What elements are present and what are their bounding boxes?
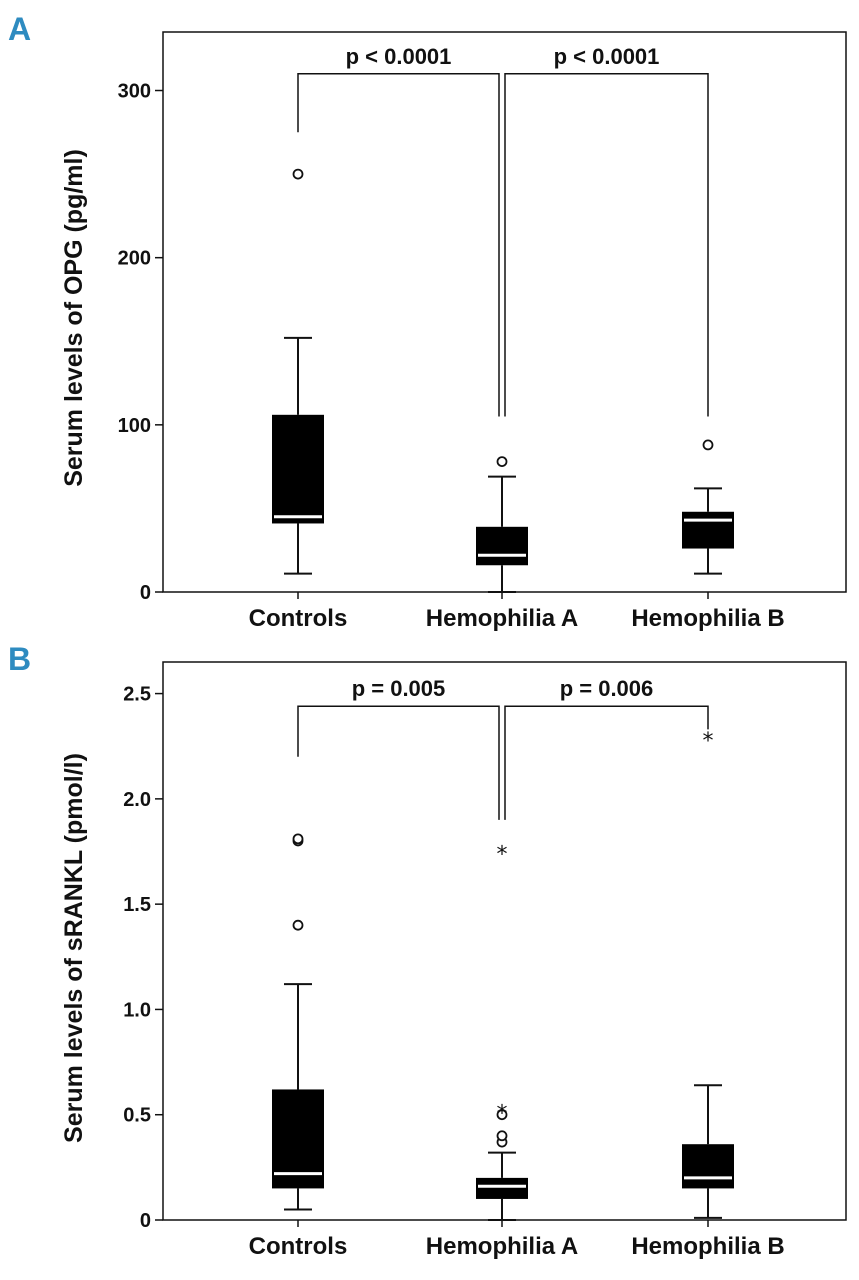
significance-bracket xyxy=(504,705,709,820)
box-hemophilia-b xyxy=(682,511,734,549)
box-controls xyxy=(272,1089,324,1189)
box-controls xyxy=(272,414,324,524)
marks-b: 0 0.5 1.0 1.5 2.0 2.5 Controls Hemophilia A Hemo… xyxy=(123,676,784,1260)
outlier-hemophilia-a xyxy=(496,456,508,468)
x-tick-label: Hemophilia A xyxy=(426,1233,578,1260)
y-tick-label: 0 xyxy=(140,582,151,604)
outlier-controls xyxy=(292,168,304,180)
y-axis-label-b: Serum levels of sRANKL (pmol/l) xyxy=(60,753,88,1143)
y-tick-label: 0 xyxy=(140,1210,151,1232)
y-tick-label: 1.0 xyxy=(123,999,151,1021)
panel-a: A Serum levels of OPG (pg/ml) 0 100 200 300… xyxy=(8,11,847,632)
y-tick-label: 100 xyxy=(118,415,151,437)
x-tick-label: Controls xyxy=(249,605,348,632)
panel-letter-a: A xyxy=(8,11,31,47)
box-hemophilia-b xyxy=(682,1144,734,1189)
p-value-label: p < 0.0001 xyxy=(554,44,660,69)
extreme-hemophilia-a: * xyxy=(497,1102,508,1127)
y-tick-label: 300 xyxy=(118,81,151,103)
y-tick-label: 0.5 xyxy=(123,1105,151,1127)
y-axis-label-a: Serum levels of OPG (pg/ml) xyxy=(60,149,88,487)
outlier-hemophilia-a xyxy=(496,1130,508,1142)
marks-a: 0 100 200 300 Controls Hemophilia A Hemophilia… xyxy=(118,44,785,632)
significance-bracket xyxy=(297,73,500,417)
x-tick-label: Hemophilia B xyxy=(631,605,784,632)
outlier-controls xyxy=(292,833,304,845)
outlier-controls xyxy=(292,919,304,931)
p-value-label: p < 0.0001 xyxy=(346,44,452,69)
outlier-hemophilia-b xyxy=(702,439,714,451)
panel-letter-b: B xyxy=(8,641,31,677)
y-tick-label: 2.5 xyxy=(123,684,151,706)
p-value-label: p = 0.006 xyxy=(560,676,654,701)
box-hemophilia-a xyxy=(476,526,528,566)
panel-b: B Serum levels of sRANKL (pmol/l) 0 0.5 1.… xyxy=(8,641,847,1260)
y-tick-label: 200 xyxy=(118,248,151,270)
box-hemophilia-a xyxy=(476,1177,528,1199)
significance-bracket xyxy=(504,73,709,417)
p-value-label: p = 0.005 xyxy=(352,676,446,701)
x-tick-label: Hemophilia B xyxy=(631,1233,784,1260)
extreme-hemophilia-a: * xyxy=(497,843,508,868)
y-tick-label: 1.5 xyxy=(123,894,151,916)
outlier-hemophilia-a xyxy=(496,1109,508,1121)
significance-bracket xyxy=(297,705,500,820)
x-tick-label: Hemophilia A xyxy=(426,605,578,632)
x-tick-label: Controls xyxy=(249,1233,348,1260)
extreme-hemophilia-b: * xyxy=(703,729,714,754)
y-tick-label: 2.0 xyxy=(123,789,151,811)
